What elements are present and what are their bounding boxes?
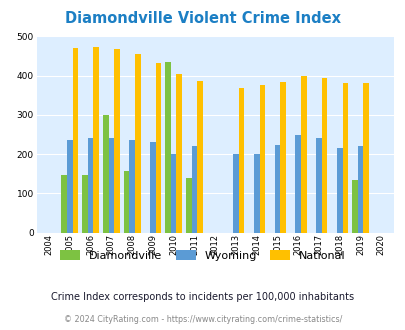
Bar bbox=[114, 49, 119, 233]
Bar bbox=[336, 148, 342, 233]
Text: Crime Index corresponds to incidents per 100,000 inhabitants: Crime Index corresponds to incidents per… bbox=[51, 292, 354, 302]
Text: © 2024 CityRating.com - https://www.cityrating.com/crime-statistics/: © 2024 CityRating.com - https://www.city… bbox=[64, 315, 341, 324]
Text: Diamondville Violent Crime Index: Diamondville Violent Crime Index bbox=[65, 11, 340, 25]
Bar bbox=[295, 135, 301, 233]
Bar bbox=[191, 146, 197, 233]
Bar bbox=[150, 142, 155, 233]
Bar bbox=[253, 154, 259, 233]
Bar bbox=[232, 154, 238, 233]
Bar bbox=[351, 180, 357, 233]
Bar bbox=[165, 62, 171, 233]
Bar bbox=[274, 145, 279, 233]
Bar bbox=[93, 47, 99, 233]
Bar bbox=[67, 140, 72, 233]
Bar bbox=[87, 138, 93, 233]
Bar bbox=[342, 83, 347, 233]
Bar bbox=[301, 76, 306, 233]
Bar bbox=[357, 146, 362, 233]
Bar bbox=[321, 78, 327, 233]
Bar bbox=[134, 54, 140, 233]
Bar bbox=[279, 82, 285, 233]
Bar bbox=[72, 49, 78, 233]
Bar bbox=[171, 154, 176, 233]
Bar bbox=[61, 175, 67, 233]
Bar bbox=[315, 138, 321, 233]
Bar bbox=[362, 83, 368, 233]
Bar bbox=[238, 88, 244, 233]
Bar bbox=[82, 175, 87, 233]
Bar bbox=[176, 74, 181, 233]
Bar bbox=[102, 115, 108, 233]
Bar bbox=[259, 84, 264, 233]
Bar bbox=[124, 171, 129, 233]
Bar bbox=[129, 140, 134, 233]
Bar bbox=[108, 138, 114, 233]
Bar bbox=[155, 63, 161, 233]
Bar bbox=[197, 81, 202, 233]
Bar bbox=[185, 178, 191, 233]
Legend: Diamondville, Wyoming, National: Diamondville, Wyoming, National bbox=[55, 246, 350, 266]
